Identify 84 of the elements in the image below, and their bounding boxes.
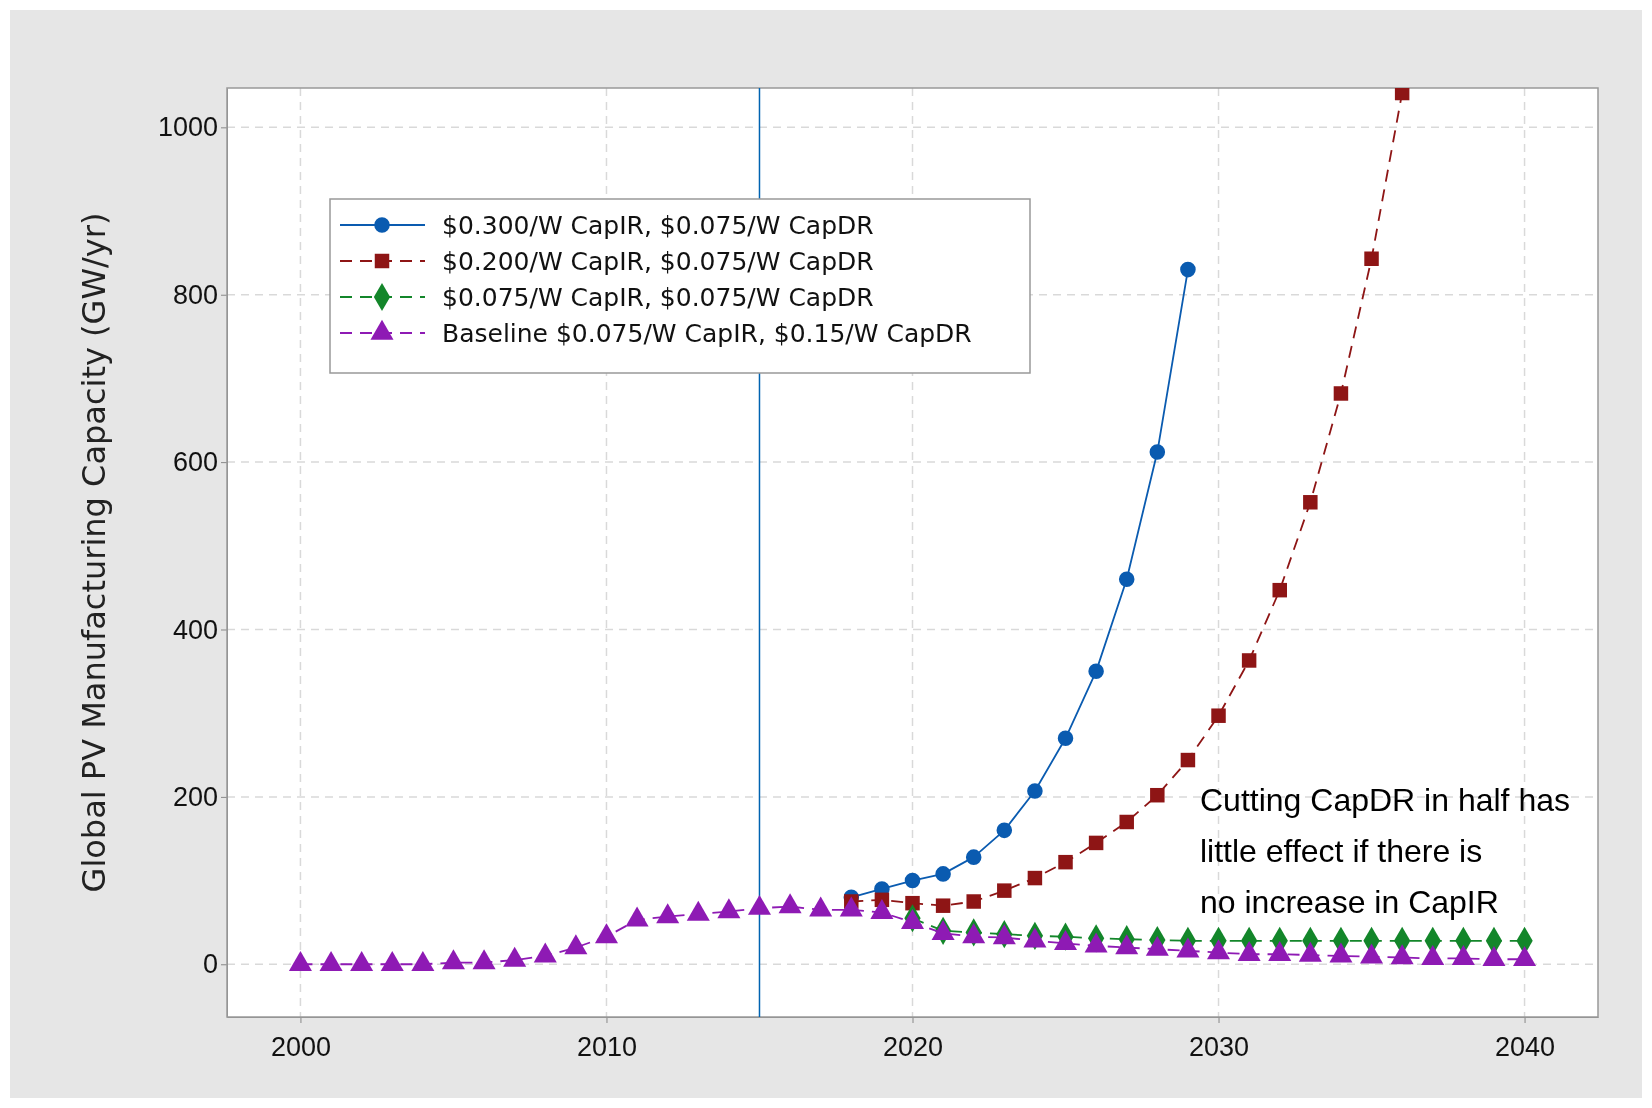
point	[503, 946, 527, 967]
point	[1482, 945, 1506, 966]
x-tick-label: 2010	[576, 1031, 638, 1062]
point	[1329, 942, 1353, 963]
point	[656, 903, 680, 924]
point	[1272, 582, 1287, 598]
point	[1058, 854, 1073, 870]
point	[717, 898, 741, 919]
point	[1451, 945, 1475, 966]
legend-label: $0.075/W CapIR, $0.075/W CapDR	[442, 283, 874, 312]
point	[1180, 261, 1196, 278]
point	[1176, 937, 1200, 958]
point	[1390, 944, 1414, 965]
point	[1360, 943, 1384, 964]
point	[1057, 730, 1074, 747]
point	[625, 906, 649, 927]
point	[966, 894, 981, 909]
point	[935, 866, 951, 882]
point	[1088, 835, 1104, 851]
point	[1303, 495, 1318, 510]
point	[594, 923, 618, 944]
point	[1027, 783, 1043, 799]
point	[1053, 930, 1078, 950]
point	[997, 883, 1012, 898]
point	[1118, 571, 1135, 588]
y-tick-label: 600	[172, 447, 218, 478]
point	[686, 900, 710, 921]
point	[411, 950, 435, 971]
point	[778, 893, 802, 914]
point	[1364, 251, 1379, 266]
point	[350, 950, 374, 971]
point	[1027, 870, 1043, 886]
point	[1115, 934, 1139, 955]
point	[1298, 941, 1322, 962]
point	[900, 909, 925, 930]
x-tick-label: 2000	[270, 1031, 331, 1062]
point	[1119, 814, 1134, 830]
point	[288, 950, 312, 971]
point	[1241, 653, 1257, 668]
x-tick-label: 2030	[1188, 1031, 1250, 1062]
point	[992, 924, 1016, 945]
y-tick-label: 400	[172, 614, 218, 645]
point	[1333, 386, 1349, 401]
point	[747, 894, 772, 915]
point	[1180, 752, 1196, 768]
point	[1513, 945, 1537, 966]
point	[935, 898, 951, 913]
point	[472, 949, 496, 970]
point	[1150, 787, 1165, 803]
point	[839, 896, 863, 917]
point	[319, 950, 343, 971]
y-tick-label: 200	[172, 782, 218, 813]
point	[380, 950, 404, 971]
point	[1084, 932, 1108, 953]
y-tick-label: 800	[172, 279, 218, 310]
x-tick-label: 2020	[882, 1031, 944, 1062]
point	[931, 920, 955, 940]
legend-label: Baseline $0.075/W CapIR, $0.15/W CapDR	[442, 319, 972, 348]
y-tick-label: 1000	[157, 112, 218, 143]
point	[965, 849, 982, 865]
annotation: Cutting CapDR in half has little effect if there is no increase in CapIR	[1200, 782, 1570, 920]
point	[1149, 444, 1166, 460]
point	[1207, 939, 1231, 960]
point	[1421, 945, 1445, 966]
point	[1211, 708, 1226, 723]
point	[1237, 940, 1261, 961]
y-axis-title: Global PV Manufacturing Capacity (GW/yr)	[75, 212, 113, 893]
point	[962, 923, 986, 944]
point	[996, 822, 1013, 839]
point	[564, 934, 588, 955]
point	[1394, 88, 1410, 101]
y-tick-label: 0	[202, 949, 218, 980]
point	[809, 896, 833, 917]
legend-label: $0.300/W CapIR, $0.075/W CapDR	[442, 211, 874, 240]
point	[1088, 663, 1104, 680]
point	[904, 872, 921, 889]
point	[1023, 927, 1047, 948]
x-tick-label: 2040	[1495, 1031, 1556, 1062]
point	[441, 949, 465, 970]
point	[1268, 940, 1292, 961]
point	[1145, 935, 1169, 956]
point	[870, 899, 894, 920]
legend-label: $0.200/W CapIR, $0.075/W CapDR	[442, 247, 874, 276]
point	[533, 942, 557, 963]
